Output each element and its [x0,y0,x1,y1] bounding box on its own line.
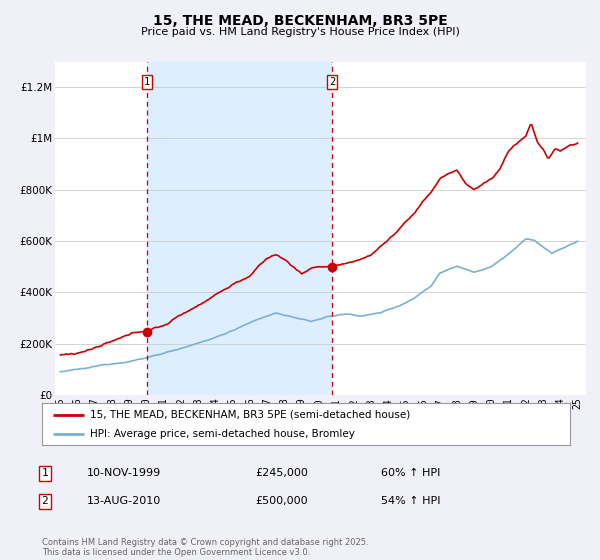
Text: 54% ↑ HPI: 54% ↑ HPI [381,496,440,506]
Text: 2: 2 [329,77,335,87]
Bar [146,62,332,395]
Text: £500,000: £500,000 [255,496,308,506]
Text: Contains HM Land Registry data © Crown copyright and database right 2025.
This d: Contains HM Land Registry data © Crown c… [42,538,368,557]
Text: 15, THE MEAD, BECKENHAM, BR3 5PE: 15, THE MEAD, BECKENHAM, BR3 5PE [152,14,448,28]
Text: Price paid vs. HM Land Registry's House Price Index (HPI): Price paid vs. HM Land Registry's House … [140,27,460,37]
Text: £245,000: £245,000 [255,468,308,478]
Text: 13-AUG-2010: 13-AUG-2010 [87,496,161,506]
Text: HPI: Average price, semi-detached house, Bromley: HPI: Average price, semi-detached house,… [89,429,355,439]
Text: 1: 1 [41,468,49,478]
Text: 15, THE MEAD, BECKENHAM, BR3 5PE (semi-detached house): 15, THE MEAD, BECKENHAM, BR3 5PE (semi-d… [89,409,410,419]
Text: 1: 1 [143,77,149,87]
Text: 2: 2 [41,496,49,506]
Text: 10-NOV-1999: 10-NOV-1999 [87,468,161,478]
Text: 60% ↑ HPI: 60% ↑ HPI [381,468,440,478]
